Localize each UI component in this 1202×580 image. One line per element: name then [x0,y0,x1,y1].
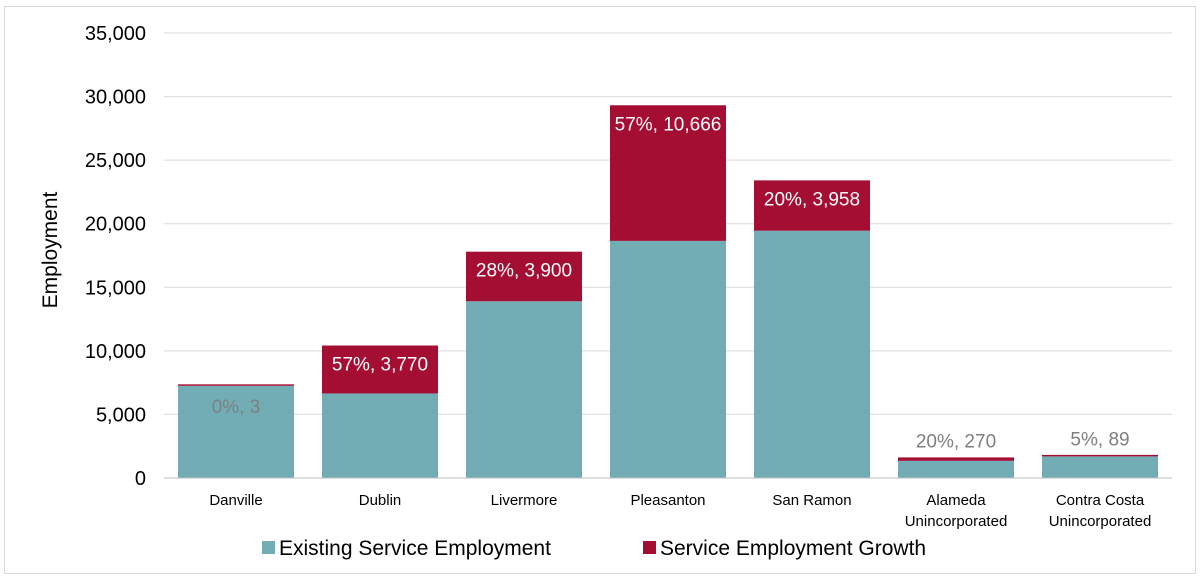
bar-service-employment-growth [754,180,870,231]
data-label: 28%, 3,900 [476,261,572,282]
x-category-label: Unincorporated [1049,513,1152,530]
legend-label: Existing Service Employment [279,537,551,560]
y-tick-label: 15,000 [85,277,146,299]
x-category-label: Alameda [926,492,986,509]
bar-existing-service-employment [1042,456,1158,478]
y-tick-label: 10,000 [85,341,146,363]
x-category-label: Dublin [359,492,402,509]
x-category-label: San Ramon [772,492,851,509]
bar-existing-service-employment [898,460,1014,478]
chart-frame [4,6,1196,574]
x-category-label: Livermore [491,492,558,509]
x-category-label: Contra Costa [1056,492,1145,509]
bar-service-employment-growth [322,345,438,394]
bar-existing-service-employment [610,240,726,478]
y-tick-label: 25,000 [85,150,146,172]
bar-service-employment-growth [178,384,294,386]
legend-swatch [262,541,275,554]
y-tick-label: 35,000 [85,23,146,45]
y-tick-label: 30,000 [85,87,146,109]
y-tick-label: 0 [135,468,146,490]
bar-existing-service-employment [754,230,870,478]
data-label: 0%, 3 [212,397,261,418]
data-label: 20%, 3,958 [764,189,860,210]
bar-service-employment-growth [1042,454,1158,457]
legend-swatch [643,541,656,554]
y-axis-ticks: 0 5,000 10,000 15,000 20,000 25,000 30,000 35,0… [85,23,146,490]
x-category-label: Danville [209,492,262,509]
bar-existing-service-employment [466,301,582,478]
data-label: 20%, 270 [916,431,996,452]
data-label: 5%, 89 [1070,429,1129,450]
data-label: 57%, 10,666 [615,114,722,135]
bars [178,105,1158,478]
legend-label: Service Employment Growth [660,537,926,560]
y-tick-label: 20,000 [85,214,146,236]
bar-existing-service-employment [322,393,438,478]
data-label: 57%, 3,770 [332,355,428,376]
y-tick-label: 5,000 [96,404,146,426]
y-axis-label: Employment [39,191,62,308]
x-axis-categories: Danville Dublin Livermore Pleasanton San Ram… [209,492,1151,530]
legend: Existing Service Employment Service Emplo… [262,537,926,560]
bar-service-employment-growth [610,105,726,241]
bar-existing-service-employment [178,385,294,478]
x-category-label: Unincorporated [905,513,1008,530]
bar-service-employment-growth [466,251,582,302]
data-labels: 0%, 3 57%, 3,770 28%, 3,900 57%, 10,666 20%,… [212,114,1130,452]
x-category-label: Pleasanton [630,492,705,509]
bar-service-employment-growth [898,457,1014,461]
